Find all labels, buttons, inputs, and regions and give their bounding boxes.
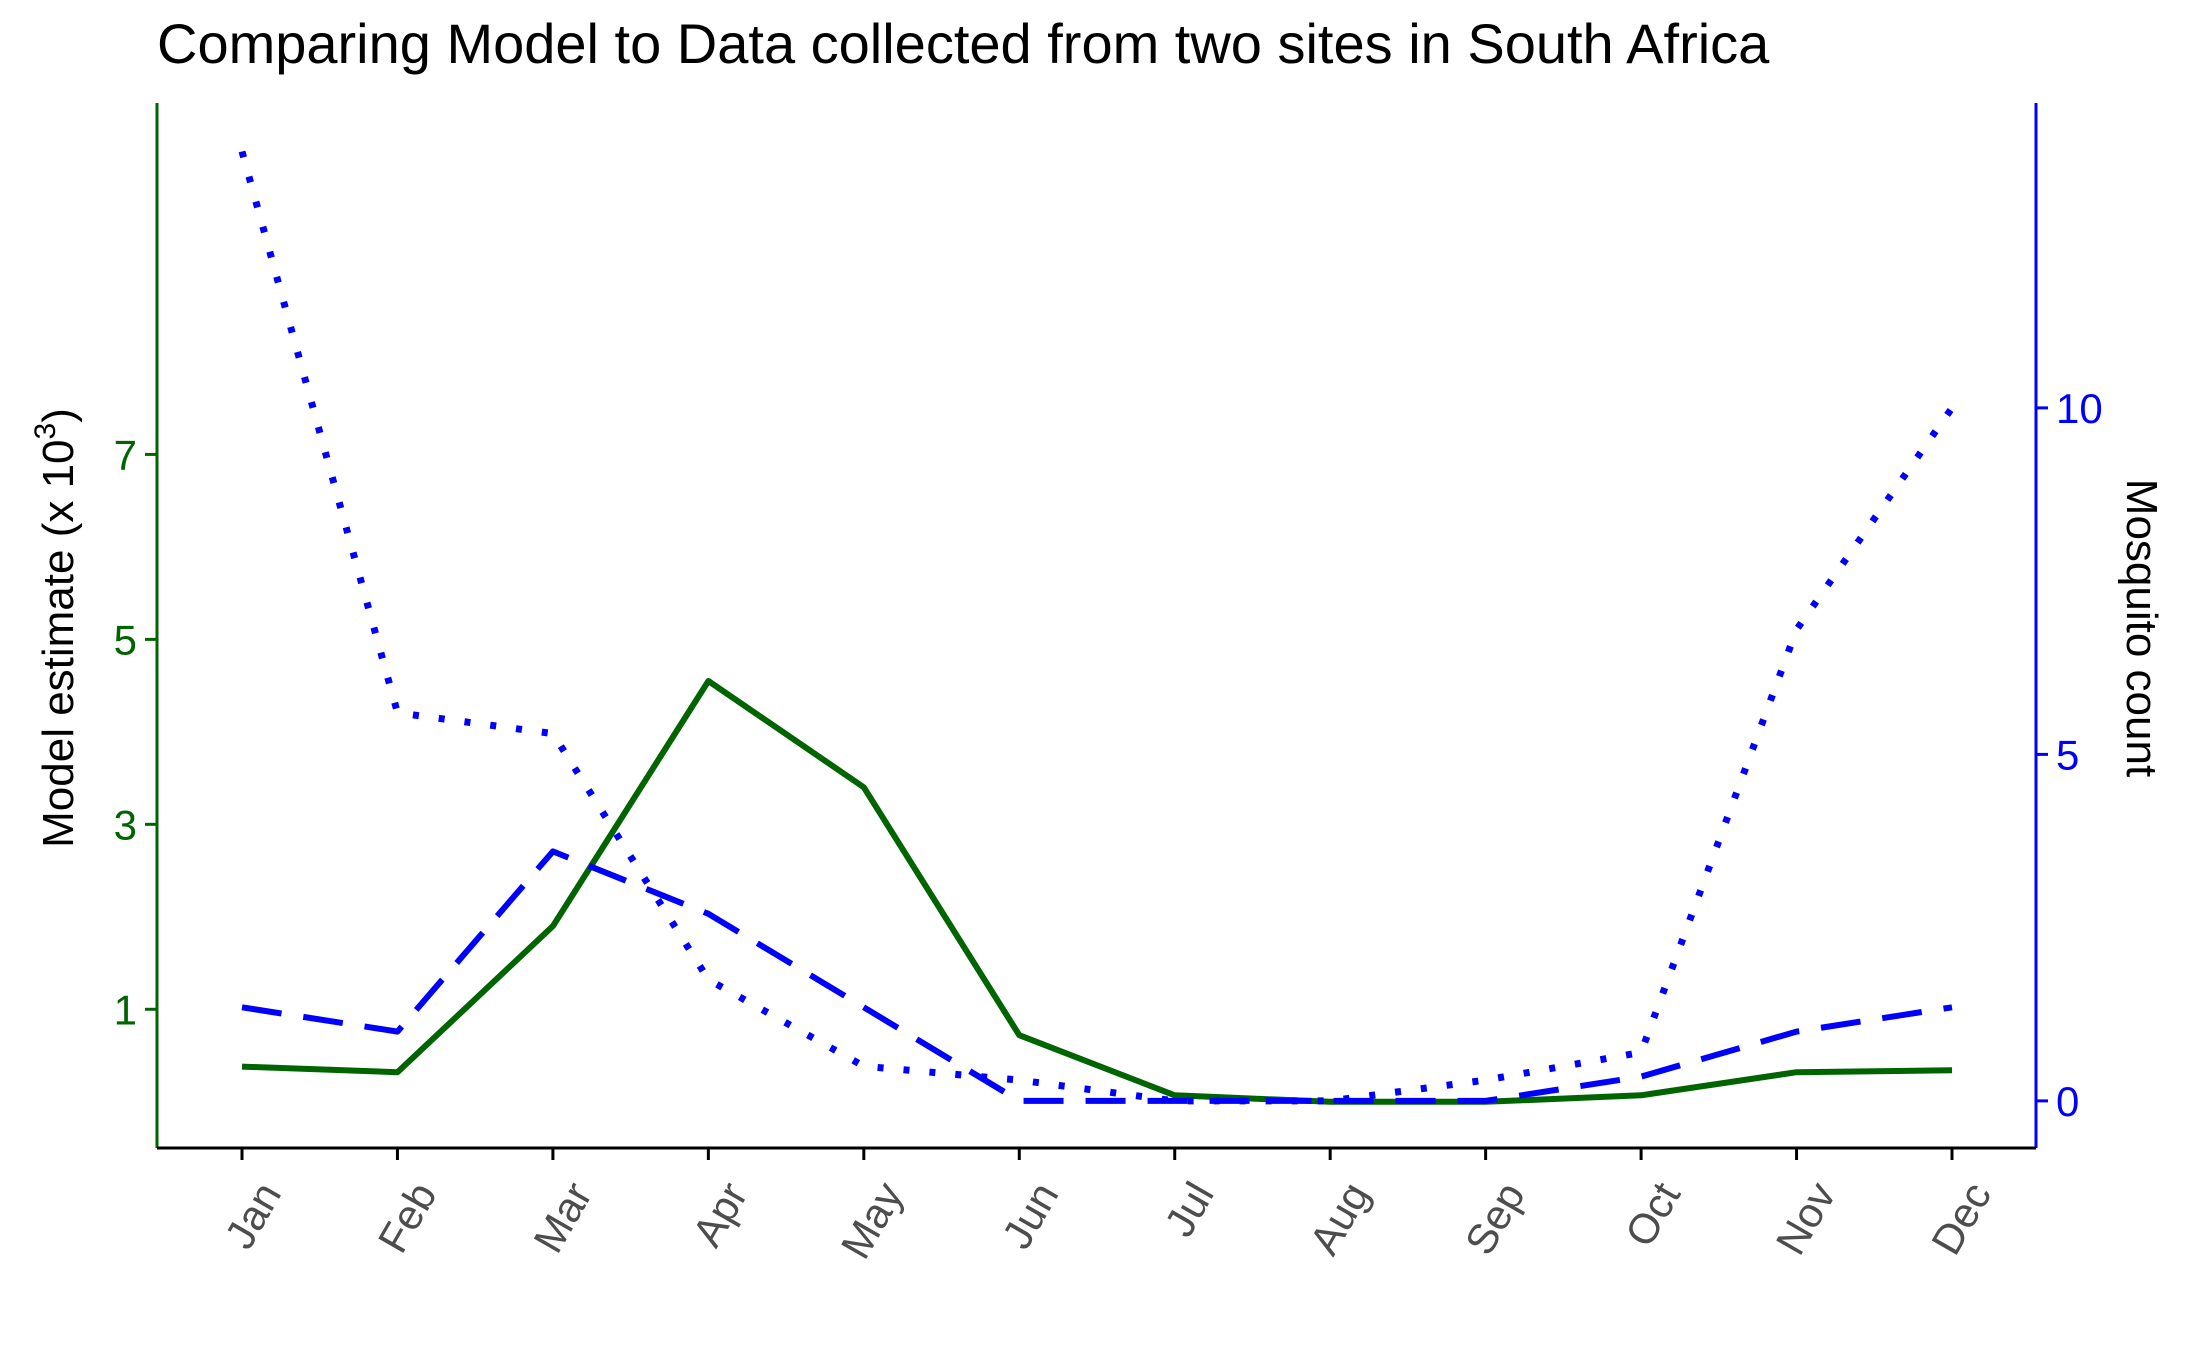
x-tick-label: May	[832, 1174, 912, 1266]
x-tick-label: Jun	[993, 1174, 1068, 1256]
data-point-dashed	[394, 1029, 400, 1035]
x-tick-label: Jan	[216, 1174, 291, 1256]
left-tick-label: 3	[114, 801, 137, 848]
chart-title: Comparing Model to Data collected from t…	[157, 12, 1770, 75]
left-tick-label: 5	[114, 616, 137, 663]
x-tick-label: Aug	[1300, 1174, 1378, 1262]
data-point-dotted	[1327, 1098, 1333, 1104]
data-point-dashed	[861, 1004, 867, 1010]
left-axis-title: Model estimate (x 103)	[29, 408, 83, 848]
left-axis-ticks: 1 3 5 7	[114, 431, 157, 1033]
data-point-solid	[861, 784, 867, 790]
data-point-dashed	[1483, 1098, 1489, 1104]
data-point-dotted	[1483, 1077, 1489, 1083]
right-tick-label: 5	[2056, 731, 2079, 778]
data-point-dotted	[394, 710, 400, 716]
data-point-dotted	[1638, 1049, 1644, 1055]
data-point-dotted	[239, 149, 245, 155]
data-point-solid	[1638, 1092, 1644, 1098]
data-point-dashed	[550, 848, 556, 854]
data-point-dotted	[1172, 1098, 1178, 1104]
right-tick-label: 10	[2056, 385, 2103, 432]
series-line-dashed	[241, 848, 1953, 1104]
data-point-dotted	[861, 1063, 867, 1069]
data-point-dotted	[1016, 1077, 1022, 1083]
data-point-solid	[1016, 1032, 1022, 1038]
data-point-solid	[1172, 1092, 1178, 1098]
data-point-solid	[394, 1069, 400, 1075]
x-tick-label: Oct	[1616, 1174, 1690, 1254]
x-tick-label: Dec	[1922, 1174, 2000, 1262]
data-point-dotted	[1794, 627, 1800, 633]
right-tick-label: 0	[2056, 1078, 2079, 1125]
series-line-solid	[241, 678, 1953, 1105]
right-axis-ticks: 0 5 10	[2036, 385, 2103, 1125]
x-tick-label: Apr	[683, 1174, 756, 1254]
x-tick-label: Nov	[1767, 1174, 1845, 1262]
x-tick-label: Jul	[1155, 1174, 1223, 1244]
data-point-dashed	[1794, 1029, 1800, 1035]
data-point-solid	[705, 678, 711, 684]
data-point-solid	[550, 923, 556, 929]
series-layer	[238, 149, 1955, 1105]
right-axis-title: Mosquito count	[2117, 479, 2166, 777]
data-point-dotted	[550, 731, 556, 737]
left-tick-label: 7	[114, 431, 137, 478]
data-point-dashed	[1016, 1098, 1022, 1104]
x-tick-label: Sep	[1456, 1174, 1534, 1262]
series-line-dotted	[238, 150, 1955, 1105]
left-axis-title-main: Model estimate (x 10	[34, 439, 83, 847]
data-point-dashed	[1638, 1074, 1644, 1080]
left-axis-title-superscript: 3	[29, 423, 62, 440]
x-axis-ticks: Jan Feb Mar Apr May Jun Jul Aug Sep Oct Nov Dec	[216, 1148, 2000, 1266]
data-point-solid	[1949, 1067, 1955, 1073]
data-point-solid	[239, 1064, 245, 1070]
left-tick-label: 1	[114, 986, 137, 1033]
x-tick-label: Feb	[369, 1174, 446, 1260]
data-point-dashed	[705, 911, 711, 917]
data-point-dashed	[239, 1004, 245, 1010]
data-point-solid	[1794, 1069, 1800, 1075]
data-point-dotted	[1949, 405, 1955, 411]
x-tick-label: Mar	[524, 1174, 601, 1260]
axes	[155, 103, 2038, 1150]
data-point-dashed	[1949, 1004, 1955, 1010]
data-point-dotted	[705, 977, 711, 983]
left-axis-title-suffix: )	[34, 408, 83, 423]
